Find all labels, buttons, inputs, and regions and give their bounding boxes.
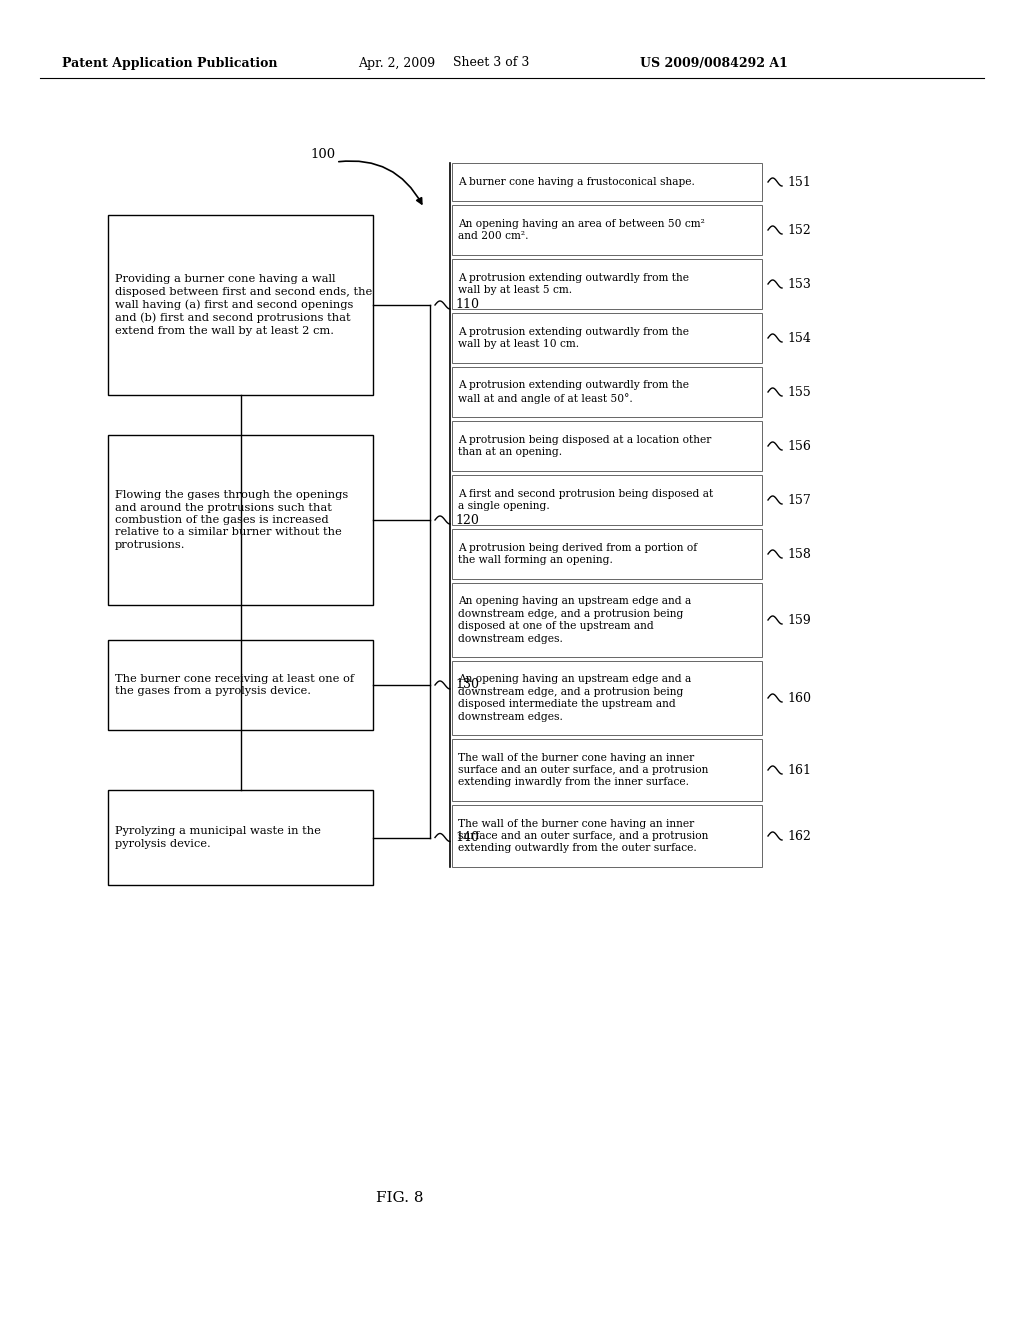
Text: 158: 158	[787, 548, 811, 561]
Text: US 2009/0084292 A1: US 2009/0084292 A1	[640, 57, 787, 70]
Bar	[108, 640, 373, 730]
Bar	[108, 789, 373, 884]
Text: A first and second protrusion being disposed at
a single opening.: A first and second protrusion being disp…	[458, 488, 714, 511]
Text: Providing a burner cone having a wall
disposed between first and second ends, th: Providing a burner cone having a wall di…	[115, 275, 373, 335]
Bar	[452, 259, 762, 309]
Text: The wall of the burner cone having an inner
surface and an outer surface, and a : The wall of the burner cone having an in…	[458, 818, 709, 854]
Text: 156: 156	[787, 440, 811, 453]
Text: Patent Application Publication: Patent Application Publication	[62, 57, 278, 70]
Bar	[108, 215, 373, 395]
Text: 153: 153	[787, 277, 811, 290]
Text: Flowing the gases through the openings
and around the protrusions such that
comb: Flowing the gases through the openings a…	[115, 490, 348, 550]
Text: 130: 130	[455, 678, 479, 692]
Text: 161: 161	[787, 763, 811, 776]
Text: An opening having an upstream edge and a
downstream edge, and a protrusion being: An opening having an upstream edge and a…	[458, 675, 691, 722]
FancyArrowPatch shape	[339, 161, 422, 203]
Text: The burner cone receiving at least one of
the gases from a pyrolysis device.: The burner cone receiving at least one o…	[115, 673, 354, 696]
Bar	[452, 661, 762, 735]
Text: 159: 159	[787, 614, 811, 627]
Text: A protrusion being derived from a portion of
the wall forming an opening.: A protrusion being derived from a portio…	[458, 543, 697, 565]
Text: 162: 162	[787, 829, 811, 842]
Text: A protrusion extending outwardly from the
wall by at least 5 cm.: A protrusion extending outwardly from th…	[458, 273, 689, 296]
Bar	[452, 475, 762, 525]
Text: 160: 160	[787, 692, 811, 705]
Text: 157: 157	[787, 494, 811, 507]
Text: 154: 154	[787, 331, 811, 345]
Text: 151: 151	[787, 176, 811, 189]
Bar	[108, 436, 373, 605]
Text: 140: 140	[455, 832, 479, 843]
Text: 155: 155	[787, 385, 811, 399]
Text: A protrusion extending outwardly from the
wall at and angle of at least 50°.: A protrusion extending outwardly from th…	[458, 380, 689, 404]
Text: The wall of the burner cone having an inner
surface and an outer surface, and a : The wall of the burner cone having an in…	[458, 752, 709, 788]
Bar	[452, 805, 762, 867]
Text: Pyrolyzing a municipal waste in the
pyrolysis device.: Pyrolyzing a municipal waste in the pyro…	[115, 826, 321, 849]
Bar	[452, 529, 762, 579]
Text: Apr. 2, 2009: Apr. 2, 2009	[358, 57, 435, 70]
Text: A protrusion extending outwardly from the
wall by at least 10 cm.: A protrusion extending outwardly from th…	[458, 327, 689, 350]
Text: Sheet 3 of 3: Sheet 3 of 3	[453, 57, 529, 70]
Text: 110: 110	[455, 298, 479, 312]
Bar	[452, 367, 762, 417]
Text: An opening having an area of between 50 cm²
and 200 cm².: An opening having an area of between 50 …	[458, 219, 705, 242]
Bar	[452, 739, 762, 801]
Bar	[452, 162, 762, 201]
Text: 100: 100	[310, 149, 335, 161]
Bar	[452, 313, 762, 363]
Bar	[452, 205, 762, 255]
Bar	[452, 421, 762, 471]
Text: FIG. 8: FIG. 8	[376, 1191, 424, 1205]
Text: An opening having an upstream edge and a
downstream edge, and a protrusion being: An opening having an upstream edge and a…	[458, 597, 691, 644]
Text: 152: 152	[787, 223, 811, 236]
Bar	[452, 583, 762, 657]
Text: A protrusion being disposed at a location other
than at an opening.: A protrusion being disposed at a locatio…	[458, 434, 712, 457]
Text: A burner cone having a frustoconical shape.: A burner cone having a frustoconical sha…	[458, 177, 695, 187]
Text: 120: 120	[455, 513, 479, 527]
